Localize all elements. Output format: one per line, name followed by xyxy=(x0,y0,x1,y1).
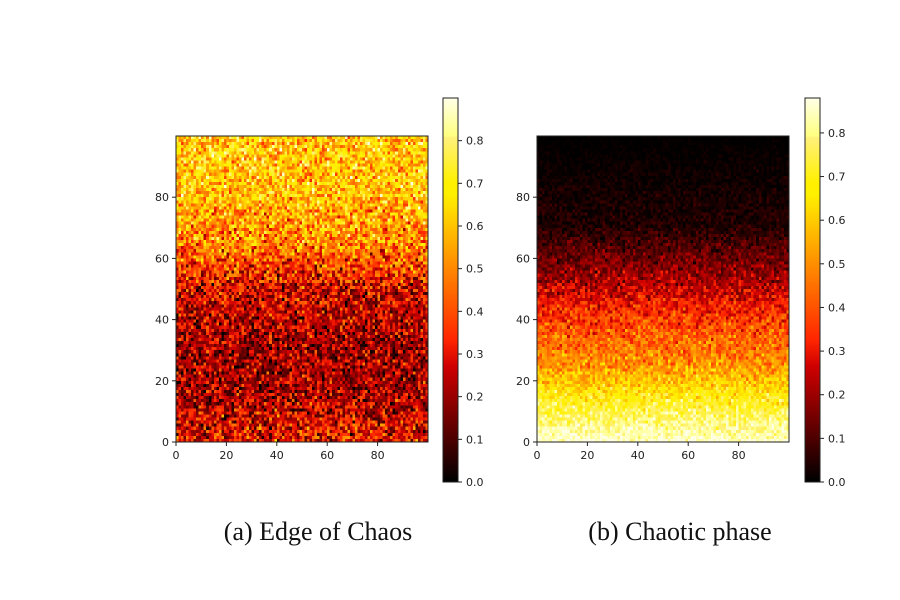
heatmap-a-y-tick-label: 20 xyxy=(155,375,169,388)
heatmap-a-axes: 0 20 40 60 80 0 20 40 60 80 xyxy=(155,191,385,462)
heatmap-a-x-tick-label: 20 xyxy=(219,449,233,462)
heatmap-a-x-tick-label: 0 xyxy=(173,449,180,462)
heatmap-a-colorbar-tick-label: 0.7 xyxy=(466,177,484,190)
colorbar-b-ticks: 0.0 0.1 0.2 0.3 0.4 0.5 0.6 0.7 0.8 xyxy=(820,127,846,489)
panel-a: 0 20 40 60 80 0 20 40 60 80 0.0 0.1 0.2 0.3 0.4 0.5 0.6… xyxy=(155,97,484,546)
heatmap-b-axes: 0 20 40 60 80 0 20 40 60 80 xyxy=(516,191,746,462)
heatmap-a-colorbar-tick-label: 0.1 xyxy=(466,433,484,446)
heatmap-a-colorbar-tick-label: 0.0 xyxy=(466,476,484,489)
heatmap-a-colorbar-tick-label: 0.5 xyxy=(466,263,484,276)
heatmap-b-x-tick-label: 60 xyxy=(681,449,695,462)
heatmap-a-colorbar-tick-label: 0.8 xyxy=(466,135,484,148)
heatmap-b-colorbar-tick-label: 0.2 xyxy=(828,389,846,402)
heatmap-b-colorbar-tick-label: 0.6 xyxy=(828,214,846,227)
heatmap-a-x-tick-label: 60 xyxy=(320,449,334,462)
colorbar-a-frame xyxy=(442,97,459,483)
heatmap-b-colorbar-tick-label: 0.7 xyxy=(828,171,846,184)
heatmap-b-colorbar-tick-label: 0.0 xyxy=(828,476,846,489)
heatmap-b-y-tick-label: 40 xyxy=(516,314,530,327)
heatmap-a-colorbar-tick-label: 0.2 xyxy=(466,391,484,404)
heatmap-a xyxy=(176,136,428,442)
heatmap-b-colorbar-tick-label: 0.3 xyxy=(828,345,846,358)
heatmap-b-y-tick-label: 60 xyxy=(516,252,530,265)
colorbar-b-frame xyxy=(804,97,821,483)
heatmap-a-frame xyxy=(175,135,429,443)
heatmap-a-colorbar-tick-label: 0.4 xyxy=(466,305,484,318)
heatmap-a-x-tick-label: 40 xyxy=(270,449,284,462)
heatmap-b-x-tick-label: 80 xyxy=(732,449,746,462)
heatmap-a-colorbar-tick-label: 0.3 xyxy=(466,348,484,361)
colorbar-a-ticks: 0.0 0.1 0.2 0.3 0.4 0.5 0.6 0.7 0.8 xyxy=(458,135,484,489)
heatmap-b-colorbar-tick-label: 0.8 xyxy=(828,127,846,140)
heatmap-b xyxy=(537,136,789,442)
heatmap-a-colorbar-tick-label: 0.6 xyxy=(466,220,484,233)
caption-a: (a) Edge of Chaos xyxy=(224,517,412,546)
heatmap-b-y-tick-label: 0 xyxy=(523,436,530,449)
colorbar-b xyxy=(805,98,820,482)
heatmap-a-x-tick-label: 80 xyxy=(371,449,385,462)
heatmap-b-y-tick-label: 80 xyxy=(516,191,530,204)
heatmap-b-x-tick-label: 0 xyxy=(534,449,541,462)
colorbar-a xyxy=(443,98,458,482)
heatmap-b-frame xyxy=(536,135,790,443)
heatmap-b-x-tick-label: 20 xyxy=(580,449,594,462)
panel-b: 0 20 40 60 80 0 20 40 60 80 0.0 0.1 0.2 0.3 0.4 0.5 0.6… xyxy=(516,97,846,546)
caption-b: (b) Chaotic phase xyxy=(588,517,771,546)
heatmap-b-colorbar-tick-label: 0.1 xyxy=(828,432,846,445)
heatmap-b-colorbar-tick-label: 0.5 xyxy=(828,258,846,271)
heatmap-a-y-tick-label: 80 xyxy=(155,191,169,204)
heatmap-b-y-tick-label: 20 xyxy=(516,375,530,388)
heatmap-a-y-tick-label: 0 xyxy=(162,436,169,449)
heatmap-a-y-tick-label: 40 xyxy=(155,314,169,327)
heatmap-b-x-tick-label: 40 xyxy=(631,449,645,462)
heatmap-b-colorbar-tick-label: 0.4 xyxy=(828,301,846,314)
heatmap-a-y-tick-label: 60 xyxy=(155,252,169,265)
